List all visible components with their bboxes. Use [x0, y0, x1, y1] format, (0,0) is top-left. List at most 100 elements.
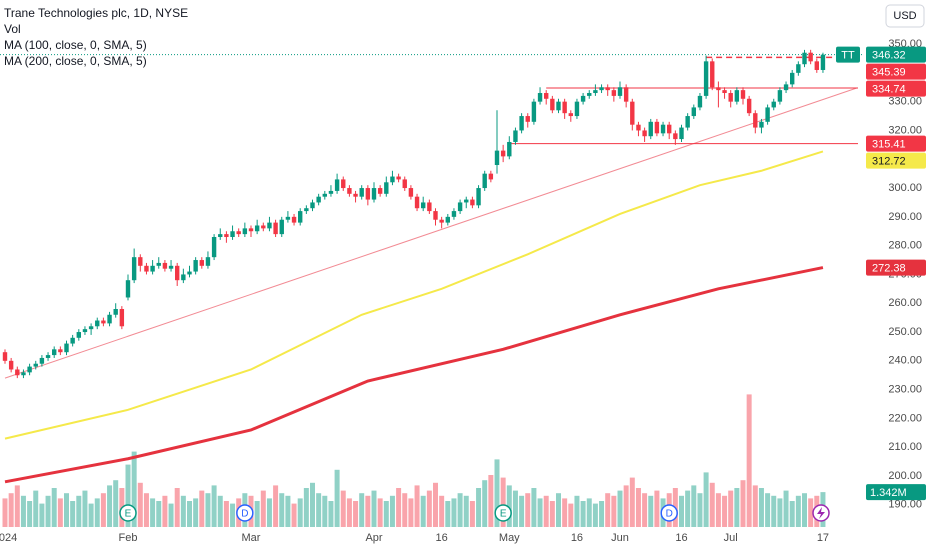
candle-body	[771, 101, 776, 108]
candle-body	[587, 93, 592, 96]
candle-body	[125, 280, 131, 298]
candle-body	[703, 61, 709, 96]
candle-body	[728, 93, 733, 102]
volume-bar	[27, 501, 33, 527]
candle-body	[593, 90, 598, 94]
candle-body	[790, 72, 795, 85]
volume-bar	[383, 501, 389, 527]
volume-bar	[740, 480, 746, 527]
indicator-label: MA (100, close, 0, SMA, 5)	[4, 38, 147, 52]
candle-body	[685, 116, 690, 128]
volume-bar	[279, 493, 285, 527]
candle-body	[45, 355, 51, 358]
candle-body	[291, 216, 297, 223]
candle-body	[673, 133, 678, 140]
candle-body	[95, 320, 100, 327]
volume-bar	[771, 495, 777, 527]
x-tick-label: 17	[817, 532, 829, 544]
volume-bar	[365, 495, 371, 527]
price-label: 346.32	[872, 50, 906, 62]
volume-bar	[217, 495, 223, 527]
candle-body	[181, 274, 186, 281]
volume-bar	[94, 498, 100, 527]
volume-bar	[617, 490, 623, 527]
volume-bar	[439, 495, 445, 527]
candle-body	[33, 363, 38, 367]
candle-body	[623, 87, 629, 102]
volume-bar	[273, 485, 279, 527]
event-marker	[236, 504, 254, 522]
x-tick-label: Jul	[724, 532, 738, 544]
volume-bar	[396, 488, 402, 527]
candle-body	[15, 369, 20, 376]
volume-bar	[463, 495, 469, 527]
candle-body	[328, 190, 334, 194]
volume-bar	[795, 495, 801, 527]
indicator-label: MA (200, close, 0, SMA, 5)	[4, 54, 147, 68]
volume-bar	[556, 493, 561, 527]
volume-bar	[482, 480, 488, 527]
candle-body	[254, 225, 260, 232]
volume-bar	[414, 485, 420, 527]
volume-bar	[500, 477, 506, 527]
event-label: E	[500, 509, 507, 520]
price-label: 315.41	[872, 139, 906, 151]
volume-label: 1.342M	[870, 487, 907, 499]
volume-bar	[8, 493, 14, 527]
volume-bar	[808, 498, 814, 527]
candle-body	[642, 130, 647, 137]
volume-bar	[703, 472, 709, 527]
volume-bar	[402, 493, 408, 527]
candle-body	[599, 87, 604, 91]
candle-body	[150, 265, 155, 272]
candle-body	[753, 113, 758, 128]
candle-body	[187, 271, 192, 275]
candle-body	[457, 202, 463, 212]
candle-body	[777, 90, 783, 102]
volume-bar	[512, 490, 518, 527]
volume-bar	[648, 495, 654, 527]
candle-body	[802, 52, 807, 65]
volume-bar	[635, 488, 641, 527]
candle-body	[433, 211, 438, 220]
currency-box[interactable]	[885, 4, 925, 28]
candle-body	[611, 90, 617, 96]
volume-bar	[57, 498, 63, 527]
volume-bar	[223, 501, 229, 527]
volume-bar	[285, 495, 291, 527]
volume-bar	[137, 482, 143, 527]
candle-body	[119, 309, 125, 327]
volume-bar	[469, 501, 475, 527]
volume-bar	[642, 493, 648, 527]
event-marker	[119, 504, 137, 522]
volume-bar	[254, 501, 260, 527]
volume-bar	[623, 485, 629, 527]
volume-bar	[322, 495, 328, 527]
candle-body	[236, 231, 241, 235]
price-label-bg	[866, 135, 926, 152]
volume-bar	[451, 498, 457, 527]
candle-body	[131, 257, 137, 281]
volume-bar	[76, 495, 82, 527]
volume-bar	[174, 488, 180, 527]
candle-body	[482, 173, 487, 189]
volume-bar	[260, 490, 266, 527]
x-tick-label: 16	[571, 532, 583, 544]
candle-body	[544, 93, 549, 99]
volume-bar	[193, 498, 199, 527]
candle-body	[384, 182, 389, 194]
volume-bar	[143, 493, 149, 527]
x-tick-label: May	[499, 532, 520, 544]
volume-bar	[107, 485, 113, 527]
volume-bar	[45, 495, 51, 527]
currency[interactable]: USD	[893, 10, 916, 22]
volume-bar	[494, 459, 500, 527]
volume-bar	[537, 498, 543, 527]
candle-body	[70, 337, 75, 344]
candle-body	[88, 326, 94, 330]
lightning-icon[interactable]	[812, 504, 830, 522]
volume-bar	[303, 488, 309, 527]
volume-bar	[389, 495, 395, 527]
candle-body	[396, 176, 401, 180]
